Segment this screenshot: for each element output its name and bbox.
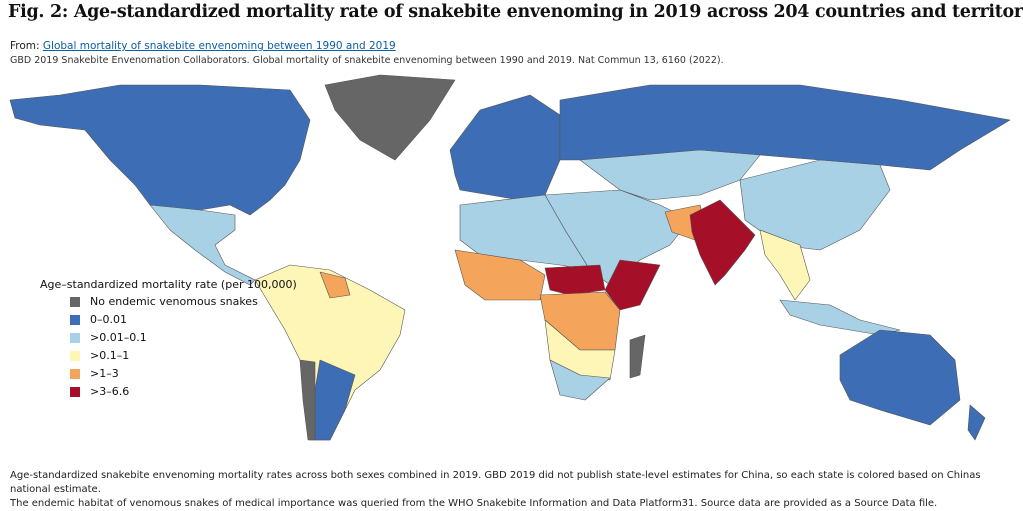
region (604, 259, 661, 311)
region (299, 359, 316, 441)
region (319, 271, 351, 299)
region (254, 264, 406, 441)
legend-swatch (70, 387, 80, 397)
source-link[interactable]: Global mortality of snakebite envenoming… (42, 40, 396, 52)
legend-swatch (70, 333, 80, 343)
legend-label: >0.1–1 (90, 349, 129, 362)
source: From: Global mortality of snakebite enve… (10, 40, 396, 52)
region (544, 264, 606, 296)
caption-line: Age-standardized snakebite envenoming mo… (10, 470, 981, 495)
region (689, 199, 756, 286)
legend-label: >1–3 (90, 367, 119, 380)
region (324, 74, 456, 161)
legend-label: 0–0.01 (90, 313, 127, 326)
region (839, 329, 961, 426)
citation: GBD 2019 Snakebite Envenomation Collabor… (10, 55, 724, 66)
legend-swatch (70, 315, 80, 325)
legend-label: >3–6.6 (90, 385, 129, 398)
region (967, 404, 986, 441)
caption-line: The endemic habitat of venomous snakes o… (10, 498, 938, 509)
legend-swatch (70, 351, 80, 361)
region (149, 204, 256, 286)
region (759, 229, 811, 301)
legend-swatch (70, 369, 80, 379)
region (549, 359, 611, 401)
regions (9, 74, 1011, 441)
figure-title: Fig. 2: Age-standardized mortality rate … (8, 2, 1023, 22)
region (454, 249, 546, 301)
region (739, 159, 891, 251)
legend-label: No endemic venomous snakes (90, 295, 258, 308)
region (779, 299, 901, 336)
legend-title: Age–standardized mortality rate (per 100… (40, 278, 297, 291)
legend: No endemic venomous snakes 0–0.01 >0.01–0.… (70, 295, 258, 398)
legend-swatch (70, 297, 80, 307)
region (459, 194, 591, 271)
caption: Age-standardized snakebite envenoming mo… (10, 469, 1023, 511)
source-prefix: From: (10, 40, 40, 52)
region (9, 84, 311, 216)
legend-label: >0.01–0.1 (90, 331, 147, 344)
region (629, 334, 646, 379)
region (449, 94, 561, 201)
